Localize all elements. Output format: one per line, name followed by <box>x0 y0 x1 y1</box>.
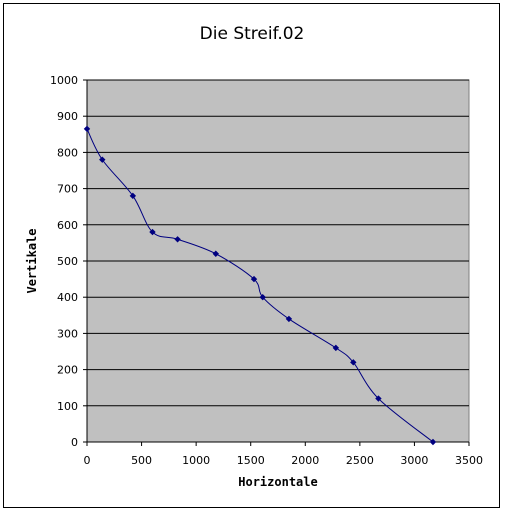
x-axis-title: Horizontale <box>238 475 317 489</box>
x-tick-label: 2500 <box>346 454 374 467</box>
data-point <box>332 344 340 352</box>
data-point <box>375 395 382 402</box>
chart-title: Die Streif.02 <box>200 24 305 44</box>
data-point <box>212 250 219 257</box>
y-tick-label: 900 <box>57 110 78 123</box>
gridlines <box>87 79 469 407</box>
y-tick-label: 200 <box>57 364 78 377</box>
x-tick-label: 3500 <box>455 454 483 467</box>
data-point <box>174 236 181 243</box>
y-tick-labels: 0 100 200 300 400 500 600 700 800 900 1000 <box>50 74 78 449</box>
y-tick-label: 300 <box>57 327 78 340</box>
x-tick-label: 2000 <box>291 454 319 467</box>
data-point <box>129 192 137 200</box>
y-tick-label: 800 <box>57 146 78 159</box>
data-point <box>350 359 357 366</box>
y-tick-label: 1000 <box>50 74 78 87</box>
y-tick-label: 0 <box>71 436 78 449</box>
x-tick-label: 1500 <box>237 454 265 467</box>
data-point <box>259 294 266 301</box>
y-tick-label: 400 <box>57 291 78 304</box>
y-tick-label: 600 <box>57 219 78 232</box>
x-tick-label: 0 <box>84 454 91 467</box>
data-point <box>285 315 293 323</box>
data-point <box>99 156 106 163</box>
x-tick-label: 500 <box>131 454 152 467</box>
x-tick-label: 1000 <box>182 454 210 467</box>
x-tick-labels: 0 500 1000 1500 2000 2500 3000 3500 <box>84 454 484 467</box>
series-markers <box>83 125 437 446</box>
data-point <box>250 275 258 283</box>
data-point <box>429 438 437 446</box>
data-point <box>149 228 156 236</box>
y-tick-label: 500 <box>57 255 78 268</box>
data-point <box>83 125 91 133</box>
axes <box>83 79 470 446</box>
y-tick-label: 700 <box>57 183 78 196</box>
y-tick-label: 100 <box>57 400 78 413</box>
y-axis-title: Vertikale <box>25 228 39 293</box>
x-tick-label: 3000 <box>400 454 428 467</box>
